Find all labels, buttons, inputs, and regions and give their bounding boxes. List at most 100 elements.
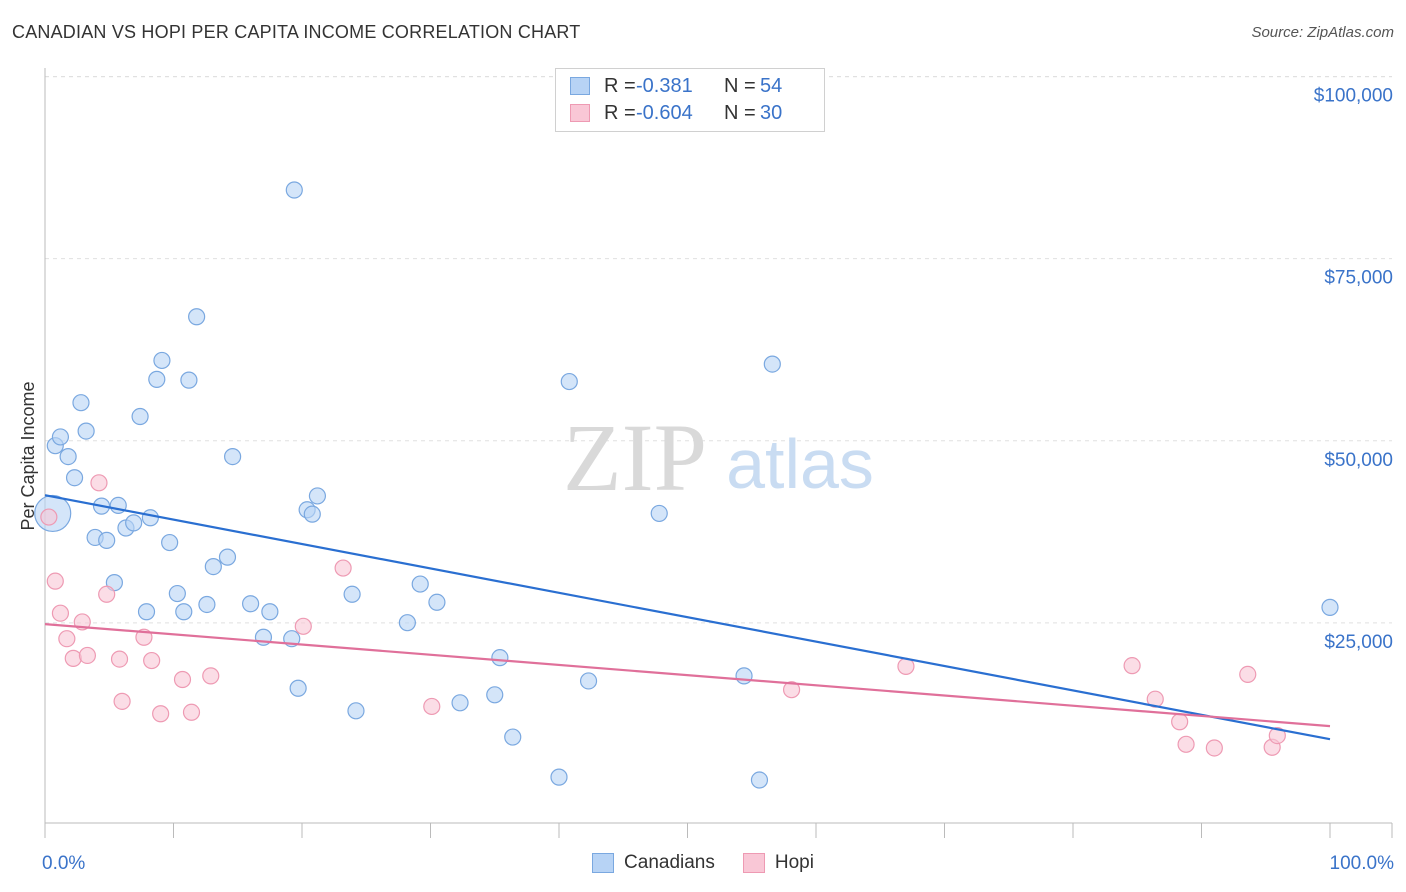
hopi-point	[78, 646, 97, 665]
canadians-point	[131, 407, 149, 426]
series-legend-label: Hopi	[774, 852, 814, 873]
y-tick-label: $50,000	[1324, 450, 1393, 471]
canadians-point	[175, 603, 193, 621]
axis-labels: $25,000 $50,000 $75,000 $100,000 0.0% 100.0% P…	[18, 86, 1394, 874]
canadians-point	[72, 394, 90, 412]
canadians-point	[198, 595, 216, 614]
data-points	[34, 181, 1339, 789]
canadians-point	[148, 370, 166, 388]
canadians-point	[750, 771, 769, 789]
y-tick-label: $25,000	[1324, 632, 1393, 653]
legend-swatch-hopi	[570, 104, 590, 122]
hopi-point	[1205, 739, 1223, 757]
canadians-point	[504, 728, 522, 746]
legend-row-canadians: R = -0.381 N = 54	[570, 74, 782, 98]
canadians-point	[343, 585, 361, 603]
legend-swatch-canadians	[570, 77, 590, 95]
canadians-point	[161, 533, 179, 552]
hopi-point	[173, 670, 192, 689]
canadians-point	[491, 649, 509, 667]
watermark-zip: ZIP	[563, 404, 707, 511]
canadians-point	[735, 667, 753, 685]
hopi-point	[182, 703, 201, 721]
watermark-atlas: atlas	[726, 425, 874, 503]
hopi-point	[110, 650, 129, 668]
hopi-point	[1146, 690, 1164, 708]
watermark: ZIP atlas	[563, 404, 874, 511]
axes	[44, 68, 1393, 838]
canadians-point	[168, 584, 186, 603]
hopi-point	[782, 681, 801, 699]
canadians-trend-line	[44, 494, 1331, 741]
hopi-point	[90, 474, 108, 492]
canadians-point	[51, 428, 70, 446]
hopi-point	[40, 508, 58, 526]
canadians-point	[65, 469, 84, 487]
hopi-point	[1268, 726, 1286, 745]
hopi-point	[1177, 735, 1195, 753]
hopi-point	[202, 667, 220, 685]
hopi-point	[1171, 713, 1189, 731]
legend-n-value: 30	[760, 101, 783, 124]
chart-title: CANADIAN VS HOPI PER CAPITA INCOME CORRE…	[12, 22, 581, 42]
canadians-point	[261, 603, 279, 621]
x-tick-label: 0.0%	[42, 853, 85, 874]
legend-row-hopi: R = -0.604 N = 30	[570, 101, 782, 125]
hopi-point	[113, 692, 131, 710]
hopi-point	[423, 697, 441, 716]
hopi-point	[1123, 657, 1141, 675]
canadians-point	[242, 595, 260, 613]
grid	[45, 76, 1392, 624]
canadians-point	[1321, 598, 1339, 616]
hopi-point	[143, 651, 161, 670]
legend-r-label: R =	[604, 74, 636, 97]
series-swatch-hopi	[742, 853, 765, 873]
canadians-point	[650, 504, 668, 523]
y-axis-label: Per Capita Income	[18, 381, 38, 530]
canadians-point	[763, 355, 781, 373]
legend-n-label: N =	[724, 101, 756, 124]
legend-r-value: -0.381	[636, 74, 693, 97]
hopi-point	[334, 559, 352, 577]
canadians-point	[560, 372, 578, 391]
legend-r-value: -0.604	[636, 101, 693, 124]
canadians-point	[550, 768, 568, 786]
trend-lines	[44, 494, 1331, 741]
legend-n-label: N =	[724, 74, 756, 97]
hopi-point	[152, 705, 170, 723]
hopi-point	[46, 572, 64, 590]
x-tick-label: 100.0%	[1330, 853, 1395, 874]
hopi-point	[1239, 665, 1257, 684]
canadians-point	[347, 702, 365, 720]
hopi-point	[294, 617, 312, 635]
canadians-point	[308, 487, 327, 505]
y-tick-label: $100,000	[1314, 86, 1393, 107]
canadians-point	[428, 593, 446, 611]
hopi-point	[98, 585, 116, 603]
canadians-point	[218, 548, 237, 566]
canadians-point	[398, 614, 416, 632]
canadians-point	[204, 557, 222, 576]
series-swatch-canadians	[592, 853, 615, 873]
series-legend: Canadians Hopi	[0, 852, 1406, 874]
canadians-point	[451, 694, 469, 712]
legend-r-label: R =	[604, 101, 636, 124]
canadians-point	[289, 679, 307, 697]
canadians-point	[303, 505, 321, 523]
canadians-point	[153, 351, 171, 370]
canadians-point	[125, 514, 143, 532]
canadians-point	[411, 575, 429, 593]
canadians-point	[486, 686, 504, 704]
series-legend-hopi[interactable]: Hopi	[742, 852, 814, 874]
correlation-legend: R = -0.381 N = 54 R = -0.604 N = 30	[555, 68, 825, 132]
series-legend-canadians[interactable]: Canadians	[592, 852, 715, 874]
hopi-point	[51, 604, 70, 622]
hopi-point	[58, 630, 76, 648]
canadians-point	[224, 447, 242, 466]
canadians-point	[188, 308, 206, 326]
series-legend-label: Canadians	[624, 852, 715, 873]
hopi-trend-line	[44, 623, 1331, 728]
canadians-point	[59, 447, 77, 466]
canadians-point	[98, 531, 116, 549]
